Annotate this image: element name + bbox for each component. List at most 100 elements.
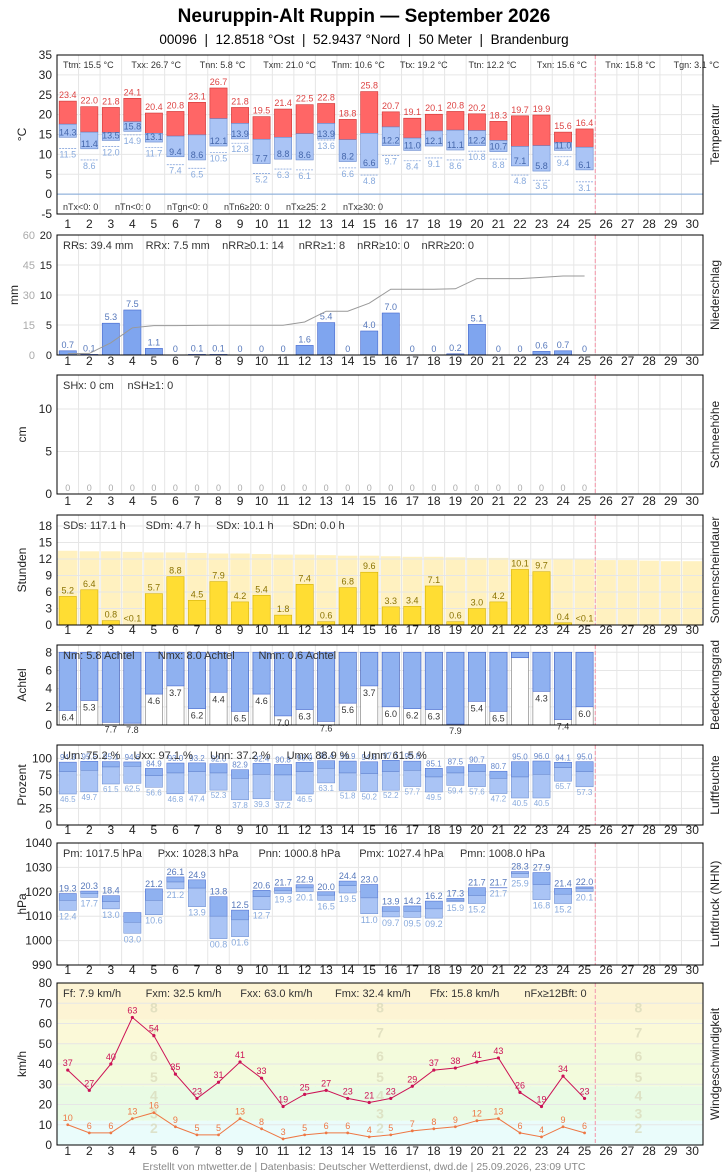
pmin-label: 09.2 [425, 919, 443, 929]
x-tick-label: 11 [277, 217, 290, 231]
pmin-label: 09.7 [382, 918, 400, 928]
sun-label: 7.9 [212, 571, 225, 581]
x-tick-label: 7 [194, 963, 201, 977]
gust-point [410, 1084, 414, 1088]
y-axis-label: Stunden [15, 548, 29, 593]
pressure-lower-bar [101, 901, 120, 910]
x-tick-label: 3 [107, 494, 114, 508]
wind-label: 6 [582, 1121, 587, 1131]
stat-label: RRs: 39.4 mm [63, 240, 133, 252]
pressure-lower-bar [188, 887, 206, 907]
wind-point [260, 1127, 263, 1131]
x-tick-label: 14 [341, 963, 355, 977]
beaufort-number: 4 [376, 1087, 384, 1103]
tmax-label: 19.5 [253, 106, 271, 116]
umin-label: 62.5 [125, 784, 141, 793]
tmin-label: 11.0 [555, 140, 572, 150]
x-tick-label: 18 [427, 823, 441, 837]
gust-label: 23 [580, 1086, 590, 1096]
x-tick-label: 19 [449, 1144, 463, 1158]
precip-label: 1.1 [148, 337, 161, 347]
panel-border [56, 644, 704, 726]
y-tick-label: 2 [45, 700, 52, 714]
x-tick-label: 7 [194, 1144, 201, 1158]
x-tick-label: 17 [406, 217, 420, 231]
pmin-label: 17.7 [81, 898, 99, 908]
snow-label: 0 [151, 483, 156, 493]
umin-label: 52.2 [383, 791, 399, 800]
x-tick-label: 9 [237, 354, 244, 368]
snow-label: 0 [281, 483, 286, 493]
tground-label: 9.7 [385, 157, 398, 167]
x-tick-label: 26 [599, 354, 613, 368]
sun-bar [532, 571, 551, 626]
x-tick-label: 18 [427, 963, 441, 977]
tground-label: 6.1 [298, 171, 311, 181]
x-tick-label: 13 [319, 494, 333, 508]
x-tick-label: 8 [215, 1144, 222, 1158]
x-tick-label: 1 [64, 963, 71, 977]
stat-label: Txm: 21.0 °C [263, 60, 316, 70]
snow-label: 0 [302, 483, 307, 493]
beaufort-number: 5 [635, 1069, 643, 1085]
wind-point [217, 1133, 220, 1137]
x-tick-label: 30 [686, 963, 700, 977]
tmin-label: 15.8 [124, 121, 142, 131]
stat-label: SHx: 0 cm [63, 380, 114, 392]
side-label: Luftdruck (NHN) [708, 861, 722, 948]
wind-point [346, 1131, 350, 1135]
snow-label: 0 [431, 483, 436, 493]
stat-label: Pmx: 1027.4 hPa [359, 848, 444, 860]
x-tick-label: 25 [578, 217, 592, 231]
pressure-lower-bar [317, 894, 336, 901]
pmax-label: 21.7 [490, 878, 508, 888]
tmin-label: 6.1 [578, 160, 591, 170]
tmax-label: 21.8 [102, 96, 120, 106]
tmax-bar [446, 111, 465, 131]
umin-label: 51.8 [340, 791, 356, 800]
umax-label: 95.8 [405, 752, 421, 761]
tmin-bar [424, 130, 443, 147]
tmax-bar [575, 128, 594, 148]
pmax-label: 24.9 [188, 870, 206, 880]
gust-label: 21 [364, 1090, 374, 1100]
cloud-label: 7.6 [320, 723, 333, 733]
x-tick-label: 3 [107, 623, 114, 637]
x-tick-label: 4 [129, 354, 136, 368]
pmin-label: 03.0 [124, 934, 142, 944]
stat-label: Txx: 26.7 °C [131, 60, 181, 70]
snow-label: 0 [388, 483, 393, 493]
precip-bar [317, 322, 336, 356]
tmax-bar [403, 117, 422, 139]
tmax-label: 23.1 [188, 91, 206, 101]
wind-point [518, 1131, 522, 1135]
snow-label: 0 [345, 483, 350, 493]
umax-label: 93.9 [297, 753, 313, 762]
tmin-bar [123, 121, 142, 132]
pressure-lower-bar [295, 887, 314, 892]
gust-point [130, 1015, 134, 1020]
sun-label: 7.4 [298, 573, 311, 583]
beaufort-number: 2 [635, 1120, 643, 1136]
sun-possible-bar [316, 555, 336, 625]
pressure-upper-bar [424, 900, 443, 910]
pressure-upper-bar [317, 891, 336, 896]
pmax-label: 21.2 [145, 879, 163, 889]
cloud-label: 7.8 [126, 725, 139, 735]
sun-bar [166, 576, 185, 626]
x-tick-label: 13 [319, 217, 333, 231]
stat-label: RRx: 7.5 mm [146, 240, 210, 252]
x-tick-label: 5 [151, 623, 158, 637]
tmax-bar [274, 108, 293, 138]
x-tick-label: 23 [535, 623, 549, 637]
gust-point [367, 1100, 371, 1105]
pmax-label: 21.7 [274, 878, 292, 888]
beaufort-number: 8 [150, 999, 158, 1015]
precip-label: 0.1 [212, 343, 225, 353]
pmax-label: 26.1 [167, 867, 185, 877]
humidity-upper-bar [123, 761, 142, 767]
cloud-label: 5.4 [471, 703, 484, 713]
cloud-label: 6.5 [234, 713, 247, 723]
x-tick-label: 16 [384, 963, 398, 977]
